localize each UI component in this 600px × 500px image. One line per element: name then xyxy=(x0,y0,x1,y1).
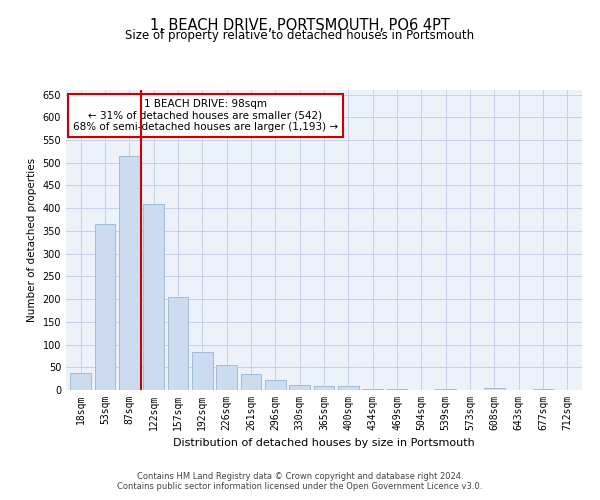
Bar xyxy=(338,386,359,390)
Bar xyxy=(216,365,237,390)
Text: Contains HM Land Registry data © Crown copyright and database right 2024.: Contains HM Land Registry data © Crown c… xyxy=(137,472,463,481)
Bar xyxy=(119,156,140,390)
Bar xyxy=(143,204,164,390)
Bar xyxy=(362,388,383,390)
Bar xyxy=(95,224,115,390)
Bar xyxy=(436,388,456,390)
Bar xyxy=(167,297,188,390)
Bar xyxy=(484,388,505,390)
Bar xyxy=(192,352,212,390)
Bar xyxy=(265,380,286,390)
Bar xyxy=(70,373,91,390)
Y-axis label: Number of detached properties: Number of detached properties xyxy=(27,158,37,322)
Bar xyxy=(386,388,407,390)
Text: Contains public sector information licensed under the Open Government Licence v3: Contains public sector information licen… xyxy=(118,482,482,491)
Bar xyxy=(241,374,262,390)
Bar xyxy=(289,384,310,390)
X-axis label: Distribution of detached houses by size in Portsmouth: Distribution of detached houses by size … xyxy=(173,438,475,448)
Bar xyxy=(533,388,553,390)
Text: 1, BEACH DRIVE, PORTSMOUTH, PO6 4PT: 1, BEACH DRIVE, PORTSMOUTH, PO6 4PT xyxy=(150,18,450,32)
Text: 1 BEACH DRIVE: 98sqm
← 31% of detached houses are smaller (542)
68% of semi-deta: 1 BEACH DRIVE: 98sqm ← 31% of detached h… xyxy=(73,99,338,132)
Bar xyxy=(314,386,334,390)
Text: Size of property relative to detached houses in Portsmouth: Size of property relative to detached ho… xyxy=(125,29,475,42)
